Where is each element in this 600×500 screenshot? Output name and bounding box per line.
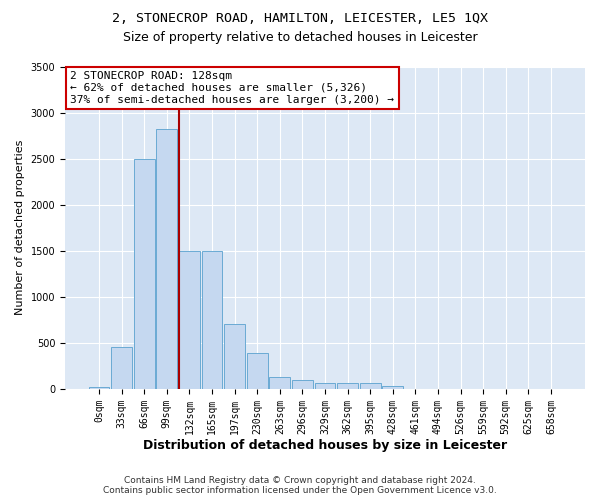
Text: Size of property relative to detached houses in Leicester: Size of property relative to detached ho… bbox=[122, 31, 478, 44]
Bar bbox=[224, 324, 245, 389]
Bar bbox=[247, 353, 268, 389]
Bar bbox=[157, 129, 177, 389]
Bar bbox=[337, 382, 358, 389]
Y-axis label: Number of detached properties: Number of detached properties bbox=[15, 140, 25, 316]
Bar bbox=[89, 387, 109, 389]
Bar bbox=[269, 377, 290, 389]
Text: 2 STONECROP ROAD: 128sqm
← 62% of detached houses are smaller (5,326)
37% of sem: 2 STONECROP ROAD: 128sqm ← 62% of detach… bbox=[70, 72, 394, 104]
X-axis label: Distribution of detached houses by size in Leicester: Distribution of detached houses by size … bbox=[143, 440, 507, 452]
Text: Contains HM Land Registry data © Crown copyright and database right 2024.
Contai: Contains HM Land Registry data © Crown c… bbox=[103, 476, 497, 495]
Bar bbox=[134, 158, 155, 389]
Bar bbox=[292, 380, 313, 389]
Bar bbox=[314, 382, 335, 389]
Text: 2, STONECROP ROAD, HAMILTON, LEICESTER, LE5 1QX: 2, STONECROP ROAD, HAMILTON, LEICESTER, … bbox=[112, 12, 488, 26]
Bar bbox=[382, 386, 403, 389]
Bar bbox=[111, 346, 132, 389]
Bar bbox=[179, 251, 200, 389]
Bar bbox=[360, 382, 380, 389]
Bar bbox=[202, 251, 223, 389]
